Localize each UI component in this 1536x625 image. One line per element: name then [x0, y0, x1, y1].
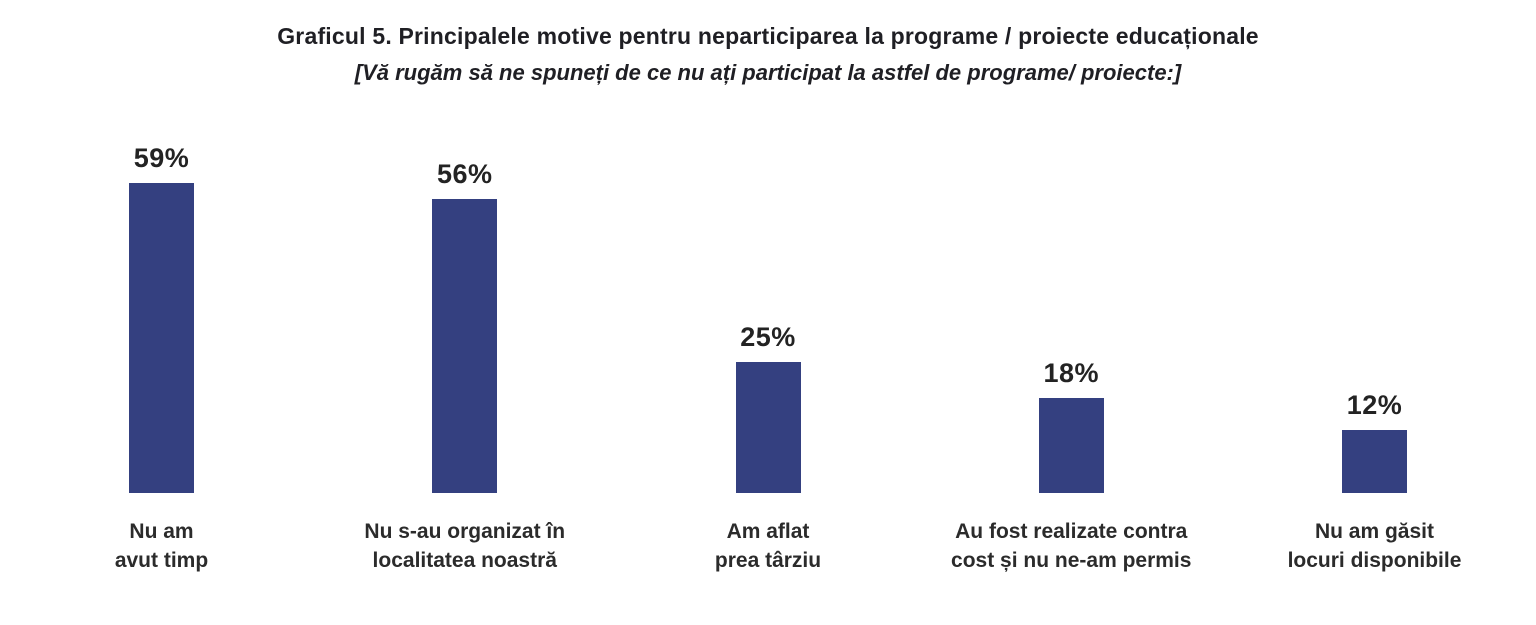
bar-plot: 12%	[1342, 138, 1407, 493]
bar-plot: 56%	[432, 138, 498, 493]
bar-value-label: 12%	[1346, 390, 1403, 420]
bar	[1038, 398, 1104, 493]
bar	[129, 183, 194, 493]
bar-value-label: 25%	[740, 322, 796, 352]
bar-value-label: 56%	[436, 159, 493, 189]
bar-category-label: Nu am avut timp	[114, 520, 209, 573]
bar-column: 59% Nu am avut timp	[10, 138, 313, 576]
bar-chart: 59% Nu am avut timp 56% Nu s-au organizat î…	[0, 138, 1536, 576]
bar-column: 18% Au fost realizate contra cost și nu n…	[920, 138, 1223, 576]
bar-value-label: 59%	[133, 143, 190, 173]
bar-category-label: Nu s-au organizat în localitatea noastră	[364, 520, 566, 573]
bar-category-label: Am aflat prea târziu	[714, 520, 822, 573]
bar	[735, 362, 801, 493]
chart-subtitle: [Vă rugăm să ne spuneți de ce nu ați par…	[354, 59, 1182, 85]
bar-column: 56% Nu s-au organizat în localitatea noas…	[313, 138, 616, 576]
bar	[432, 199, 498, 493]
bar-category-label: Nu am găsit locuri disponibile	[1287, 520, 1462, 573]
bar-column: 25% Am aflat prea târziu	[617, 138, 920, 576]
bar-plot: 25%	[735, 138, 801, 493]
bar-plot: 18%	[1038, 138, 1104, 493]
chart-title: Graficul 5. Principalele motive pentru n…	[277, 23, 1259, 49]
chart-header: Graficul 5. Principalele motive pentru n…	[0, 0, 1536, 87]
bar-category-label: Au fost realizate contra cost și nu ne-a…	[951, 520, 1192, 573]
bar-plot: 59%	[129, 138, 194, 493]
bar-value-label: 18%	[1043, 358, 1100, 388]
bar	[1342, 430, 1407, 493]
bar-column: 12% Nu am găsit locuri disponibile	[1223, 138, 1526, 576]
